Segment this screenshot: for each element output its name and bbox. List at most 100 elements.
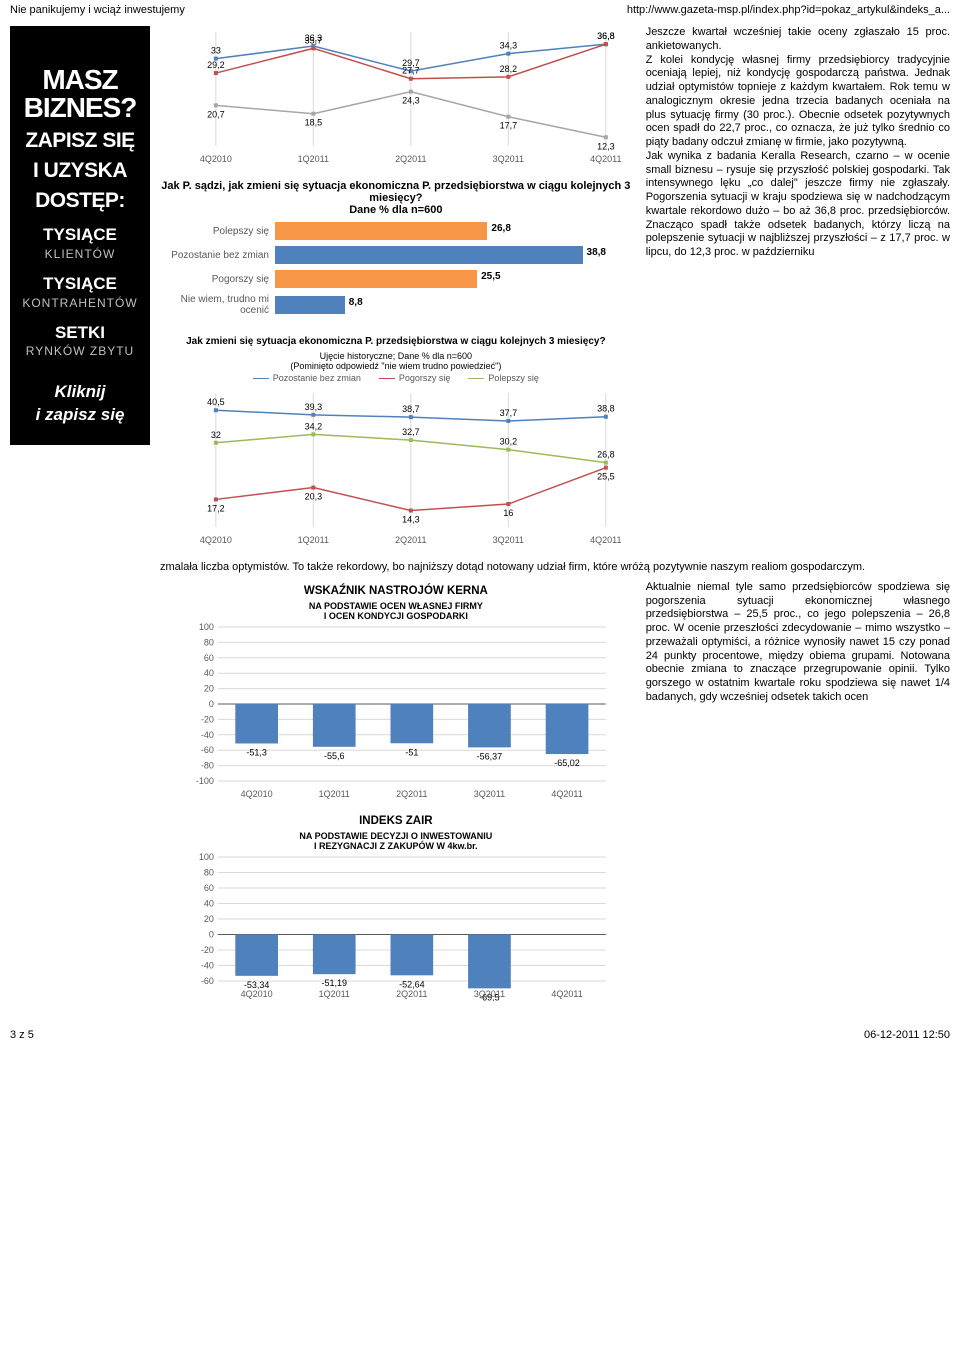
svg-text:4Q2011: 4Q2011 xyxy=(590,154,621,164)
chart2-title: Jak P. sądzi, jak zmieni się sytuacja ek… xyxy=(160,180,632,216)
hbar-row: Polepszy się 26,8 xyxy=(160,222,632,240)
ad-line3: ZAPISZ SIĘ xyxy=(18,130,142,152)
chart5-sub: NA PODSTAWIE DECYZJI O INWESTOWANIUI REZ… xyxy=(160,831,632,851)
svg-text:29,2: 29,2 xyxy=(207,60,225,70)
svg-text:80: 80 xyxy=(204,637,214,647)
full-width-para: zmalała liczba optymistów. To także reko… xyxy=(160,561,950,575)
svg-text:18,5: 18,5 xyxy=(305,118,323,128)
hbar-track: 38,8 xyxy=(275,246,632,264)
hbar-row: Pogorszy się 25,5 xyxy=(160,270,632,288)
hbar-fill xyxy=(275,296,345,314)
footer-right: 06-12-2011 12:50 xyxy=(864,1029,950,1041)
main-layout: MASZ BIZNES? ZAPISZ SIĘ I UZYSKA DOSTĘP:… xyxy=(0,18,960,1019)
sidebar-ad[interactable]: MASZ BIZNES? ZAPISZ SIĘ I UZYSKA DOSTĘP:… xyxy=(10,26,150,445)
chart-line-mid: Jak zmieni się sytuacja ekonomiczna P. p… xyxy=(160,332,632,547)
svg-text:36,8: 36,8 xyxy=(597,31,615,41)
ad-line4: I UZYSKA xyxy=(18,160,142,182)
svg-text:30,2: 30,2 xyxy=(500,437,518,447)
ad-g3b: RYNKÓW ZBYTU xyxy=(18,344,142,358)
svg-text:2Q2011: 2Q2011 xyxy=(396,989,427,999)
svg-text:40: 40 xyxy=(204,668,214,678)
svg-text:0: 0 xyxy=(209,699,214,709)
svg-text:38,8: 38,8 xyxy=(597,404,615,414)
hbar-row: Nie wiem, trudno mi ocenić 8,8 xyxy=(160,294,632,316)
hbar-track: 25,5 xyxy=(275,270,632,288)
svg-text:12,3: 12,3 xyxy=(597,141,615,151)
content-column: 4Q20101Q20112Q20113Q20114Q20113336,329,7… xyxy=(160,26,950,1011)
hbar-label: Nie wiem, trudno mi ocenić xyxy=(160,294,275,316)
svg-text:33: 33 xyxy=(211,46,221,56)
svg-text:-20: -20 xyxy=(201,714,214,724)
hbar-value: 25,5 xyxy=(481,271,500,282)
ad-line2: BIZNES? xyxy=(18,94,142,122)
svg-text:1Q2011: 1Q2011 xyxy=(298,535,329,545)
page-footer: 3 z 5 06-12-2011 12:50 xyxy=(0,1019,960,1045)
ad-g3a: SETKI xyxy=(18,324,142,343)
svg-text:4Q2010: 4Q2010 xyxy=(241,989,273,999)
svg-text:-60: -60 xyxy=(201,976,214,986)
ad-g1b: KLIENTÓW xyxy=(18,247,142,261)
ad-click2: i zapisz się xyxy=(18,405,142,425)
svg-text:-40: -40 xyxy=(201,730,214,740)
svg-text:60: 60 xyxy=(204,883,214,893)
svg-text:1Q2011: 1Q2011 xyxy=(319,789,350,799)
svg-text:16: 16 xyxy=(503,508,513,518)
svg-text:3Q2011: 3Q2011 xyxy=(474,789,505,799)
svg-text:-52,64: -52,64 xyxy=(399,979,425,989)
ad-line5: DOSTĘP: xyxy=(18,190,142,212)
hbar-fill xyxy=(275,222,487,240)
svg-text:3Q2011: 3Q2011 xyxy=(474,989,505,999)
svg-text:4Q2010: 4Q2010 xyxy=(200,535,232,545)
svg-text:32,7: 32,7 xyxy=(402,427,420,437)
svg-text:60: 60 xyxy=(204,653,214,663)
svg-text:-51,19: -51,19 xyxy=(321,978,347,988)
svg-text:80: 80 xyxy=(204,867,214,877)
svg-text:1Q2011: 1Q2011 xyxy=(319,989,350,999)
svg-text:2Q2011: 2Q2011 xyxy=(396,789,427,799)
chart-kerna: WSKAŹNIK NASTROJÓW KERNA NA PODSTAWIE OC… xyxy=(160,581,632,801)
chart3-sub1: Ujęcie historyczne; Dane % dla n=600 xyxy=(160,351,632,361)
svg-text:-40: -40 xyxy=(201,960,214,970)
svg-text:20,7: 20,7 xyxy=(207,109,225,119)
svg-text:20: 20 xyxy=(204,914,214,924)
hbar-fill xyxy=(275,270,477,288)
text-column-2: Aktualnie niemal tyle samo przedsiębiorc… xyxy=(646,581,950,1011)
svg-text:-51,3: -51,3 xyxy=(246,747,267,757)
svg-text:35,7: 35,7 xyxy=(305,35,323,45)
svg-text:2Q2011: 2Q2011 xyxy=(395,154,426,164)
svg-text:-100: -100 xyxy=(196,776,214,786)
svg-text:26,8: 26,8 xyxy=(597,450,615,460)
svg-text:100: 100 xyxy=(199,852,214,862)
ad-line1: MASZ xyxy=(18,66,142,94)
svg-text:20: 20 xyxy=(204,683,214,693)
legend-item: Polepszy się xyxy=(468,373,539,383)
legend-item: Pozostanie bez zmian xyxy=(253,373,361,383)
svg-text:2Q2011: 2Q2011 xyxy=(395,535,426,545)
chart3-sub2: (Pominięto odpowiedź "nie wiem trudno po… xyxy=(160,361,632,371)
hbar-track: 26,8 xyxy=(275,222,632,240)
footer-left: 3 z 5 xyxy=(10,1029,34,1041)
chart5-title: INDEKS ZAIR xyxy=(160,815,632,827)
svg-text:38,7: 38,7 xyxy=(402,404,420,414)
hbar-label: Polepszy się xyxy=(160,226,275,237)
ad-g2b: KONTRAHENTÓW xyxy=(18,296,142,310)
hbar-value: 8,8 xyxy=(349,297,363,308)
svg-text:32: 32 xyxy=(211,430,221,440)
svg-text:3Q2011: 3Q2011 xyxy=(493,535,524,545)
svg-text:3Q2011: 3Q2011 xyxy=(493,154,524,164)
svg-text:4Q2011: 4Q2011 xyxy=(551,989,582,999)
svg-text:25,5: 25,5 xyxy=(597,472,615,482)
header-left: Nie panikujemy i wciąż inwestujemy xyxy=(10,4,185,16)
svg-text:17,2: 17,2 xyxy=(207,503,225,513)
svg-text:-60: -60 xyxy=(201,745,214,755)
chart-line-top: 4Q20101Q20112Q20113Q20114Q20113336,329,7… xyxy=(160,26,632,166)
svg-text:27,7: 27,7 xyxy=(402,66,420,76)
hbar-label: Pogorszy się xyxy=(160,274,275,285)
hbar-row: Pozostanie bez zmian 38,8 xyxy=(160,246,632,264)
svg-text:4Q2011: 4Q2011 xyxy=(590,535,621,545)
svg-text:39,3: 39,3 xyxy=(305,402,323,412)
hbar-label: Pozostanie bez zmian xyxy=(160,250,275,261)
ad-g1a: TYSIĄCE xyxy=(18,226,142,245)
hbar-value: 26,8 xyxy=(491,223,510,234)
svg-text:34,2: 34,2 xyxy=(305,421,323,431)
